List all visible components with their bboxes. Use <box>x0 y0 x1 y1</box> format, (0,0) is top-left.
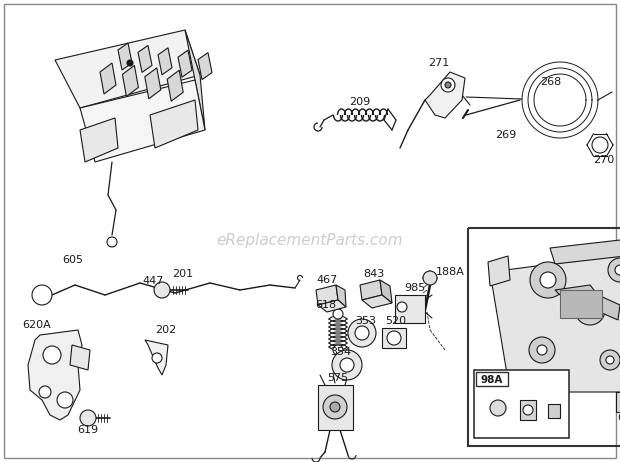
Circle shape <box>154 282 170 298</box>
Polygon shape <box>100 63 116 94</box>
Circle shape <box>608 258 620 282</box>
Polygon shape <box>380 280 392 303</box>
Polygon shape <box>185 30 205 130</box>
Text: 188A: 188A <box>436 267 465 277</box>
Bar <box>548 404 560 418</box>
Polygon shape <box>138 45 152 73</box>
Bar <box>560 290 602 318</box>
Circle shape <box>523 405 533 415</box>
Circle shape <box>592 137 608 153</box>
Circle shape <box>423 271 437 285</box>
Polygon shape <box>55 30 200 108</box>
Circle shape <box>537 345 547 355</box>
Circle shape <box>530 262 566 298</box>
Circle shape <box>330 402 340 412</box>
Bar <box>468 228 620 446</box>
Polygon shape <box>178 50 192 77</box>
Bar <box>520 400 536 420</box>
Text: eReplacementParts.com: eReplacementParts.com <box>216 232 404 248</box>
Text: 269: 269 <box>495 130 516 140</box>
Text: 605: 605 <box>62 255 83 265</box>
Bar <box>476 372 508 386</box>
Text: 985: 985 <box>404 283 425 293</box>
Text: 843: 843 <box>363 269 384 279</box>
Circle shape <box>323 395 347 419</box>
Polygon shape <box>118 43 132 70</box>
Circle shape <box>107 237 117 247</box>
Text: 209: 209 <box>349 97 370 107</box>
Circle shape <box>332 350 362 380</box>
Text: 621: 621 <box>617 413 620 423</box>
Circle shape <box>490 400 506 416</box>
Circle shape <box>600 350 620 370</box>
Polygon shape <box>28 330 82 420</box>
Polygon shape <box>318 300 346 312</box>
Circle shape <box>39 386 51 398</box>
Circle shape <box>43 346 61 364</box>
Polygon shape <box>122 66 138 97</box>
Circle shape <box>397 302 407 312</box>
Bar <box>616 392 620 412</box>
Text: 354: 354 <box>330 347 351 357</box>
Circle shape <box>333 309 343 319</box>
Circle shape <box>441 78 455 92</box>
Text: 202: 202 <box>155 325 176 335</box>
Circle shape <box>32 285 52 305</box>
Circle shape <box>152 353 162 363</box>
Circle shape <box>540 272 556 288</box>
Text: 618: 618 <box>315 300 336 310</box>
Polygon shape <box>360 280 382 300</box>
Polygon shape <box>150 100 198 148</box>
Circle shape <box>606 356 614 364</box>
Polygon shape <box>145 340 168 375</box>
Text: 447: 447 <box>142 276 164 286</box>
Circle shape <box>348 319 376 347</box>
Text: 467: 467 <box>316 275 337 285</box>
Circle shape <box>340 358 354 372</box>
Circle shape <box>387 331 401 345</box>
Polygon shape <box>362 295 392 308</box>
Circle shape <box>80 410 96 426</box>
Polygon shape <box>425 72 465 118</box>
Text: 201: 201 <box>172 269 193 279</box>
Polygon shape <box>80 80 205 162</box>
Text: 575: 575 <box>327 373 348 383</box>
Polygon shape <box>555 285 620 320</box>
Bar <box>382 328 406 348</box>
Polygon shape <box>70 345 90 370</box>
Polygon shape <box>167 70 183 101</box>
Circle shape <box>333 345 343 355</box>
Text: 268: 268 <box>540 77 561 87</box>
Circle shape <box>445 82 451 88</box>
Bar <box>474 370 569 438</box>
Text: 270: 270 <box>593 155 614 165</box>
Polygon shape <box>198 53 212 79</box>
Polygon shape <box>550 240 620 264</box>
Circle shape <box>575 295 605 325</box>
Circle shape <box>127 60 133 66</box>
Text: 520: 520 <box>385 316 406 326</box>
Circle shape <box>529 337 555 363</box>
Polygon shape <box>336 285 346 307</box>
Bar <box>318 385 353 430</box>
Polygon shape <box>80 118 118 162</box>
Text: 619: 619 <box>78 425 99 435</box>
Polygon shape <box>158 48 172 75</box>
Bar <box>395 295 425 323</box>
Circle shape <box>615 265 620 275</box>
Polygon shape <box>490 252 620 392</box>
Text: 620A: 620A <box>22 320 51 330</box>
Circle shape <box>355 326 369 340</box>
Circle shape <box>57 392 73 408</box>
Text: 98A: 98A <box>481 375 503 385</box>
Polygon shape <box>488 256 510 286</box>
Text: 271: 271 <box>428 58 450 68</box>
Polygon shape <box>316 285 338 305</box>
Text: 353: 353 <box>355 316 376 326</box>
Circle shape <box>584 304 596 316</box>
Polygon shape <box>145 68 161 99</box>
